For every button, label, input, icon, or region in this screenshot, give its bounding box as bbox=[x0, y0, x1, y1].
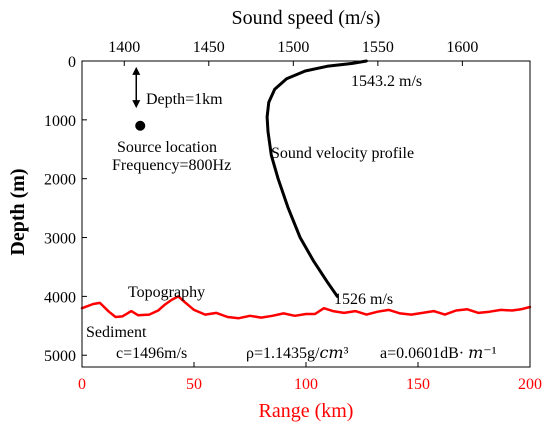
top-tick-label: 1450 bbox=[193, 39, 225, 56]
top-tick-label: 1400 bbox=[108, 39, 140, 56]
top-tick-label: 1500 bbox=[277, 39, 309, 56]
bottom-tick-label: 50 bbox=[186, 376, 202, 393]
bottom-axis-label: Range (km) bbox=[259, 400, 354, 422]
depth-tick-label: 0 bbox=[68, 54, 76, 71]
depth-tick-label: 2000 bbox=[44, 172, 76, 189]
depth-tick-label: 4000 bbox=[44, 289, 76, 306]
bottom-tick-label: 150 bbox=[406, 376, 430, 393]
bottom-tick-label: 0 bbox=[78, 376, 86, 393]
depth-label: Depth=1km bbox=[146, 91, 223, 108]
plot-frame bbox=[81, 60, 531, 368]
source-location-label: Source location bbox=[117, 139, 217, 156]
depth-arrow-head-up bbox=[132, 66, 141, 75]
frequency-label: Frequency=800Hz bbox=[112, 157, 231, 174]
sediment-c-label: c=1496m/s bbox=[116, 345, 187, 362]
depth-tick-label: 1000 bbox=[44, 113, 76, 130]
sound-velocity-profile-line bbox=[265, 59, 368, 298]
surface-speed-label: 1543.2 m/s bbox=[351, 73, 422, 90]
top-tick-label: 1600 bbox=[446, 39, 478, 56]
source-location-marker bbox=[135, 120, 146, 131]
series-layer bbox=[80, 59, 532, 320]
left-axis-label: Depth (m) bbox=[7, 168, 29, 255]
source-layer bbox=[132, 66, 146, 131]
depth-tick-label: 3000 bbox=[44, 231, 76, 248]
bottom-speed-label: 1526 m/s bbox=[334, 291, 393, 308]
top-tick-label: 1550 bbox=[362, 39, 394, 56]
depth-tick-label: 5000 bbox=[44, 348, 76, 365]
topography-label: Topography bbox=[128, 284, 205, 301]
sediment-rho-label: ρ=1.1435g/𝑐𝑚³ bbox=[246, 345, 349, 362]
svp-label: Sound velocity profile bbox=[271, 145, 414, 162]
topography-line bbox=[80, 295, 532, 320]
sediment-label: Sediment bbox=[86, 324, 147, 341]
depth-arrow-head-down bbox=[132, 100, 141, 109]
top-axis-label: Sound speed (m/s) bbox=[232, 7, 381, 29]
bottom-tick-label: 100 bbox=[294, 376, 318, 393]
sediment-a-label: a=0.0601dB· 𝑚⁻¹ bbox=[380, 345, 497, 362]
bottom-tick-label: 200 bbox=[518, 376, 542, 393]
